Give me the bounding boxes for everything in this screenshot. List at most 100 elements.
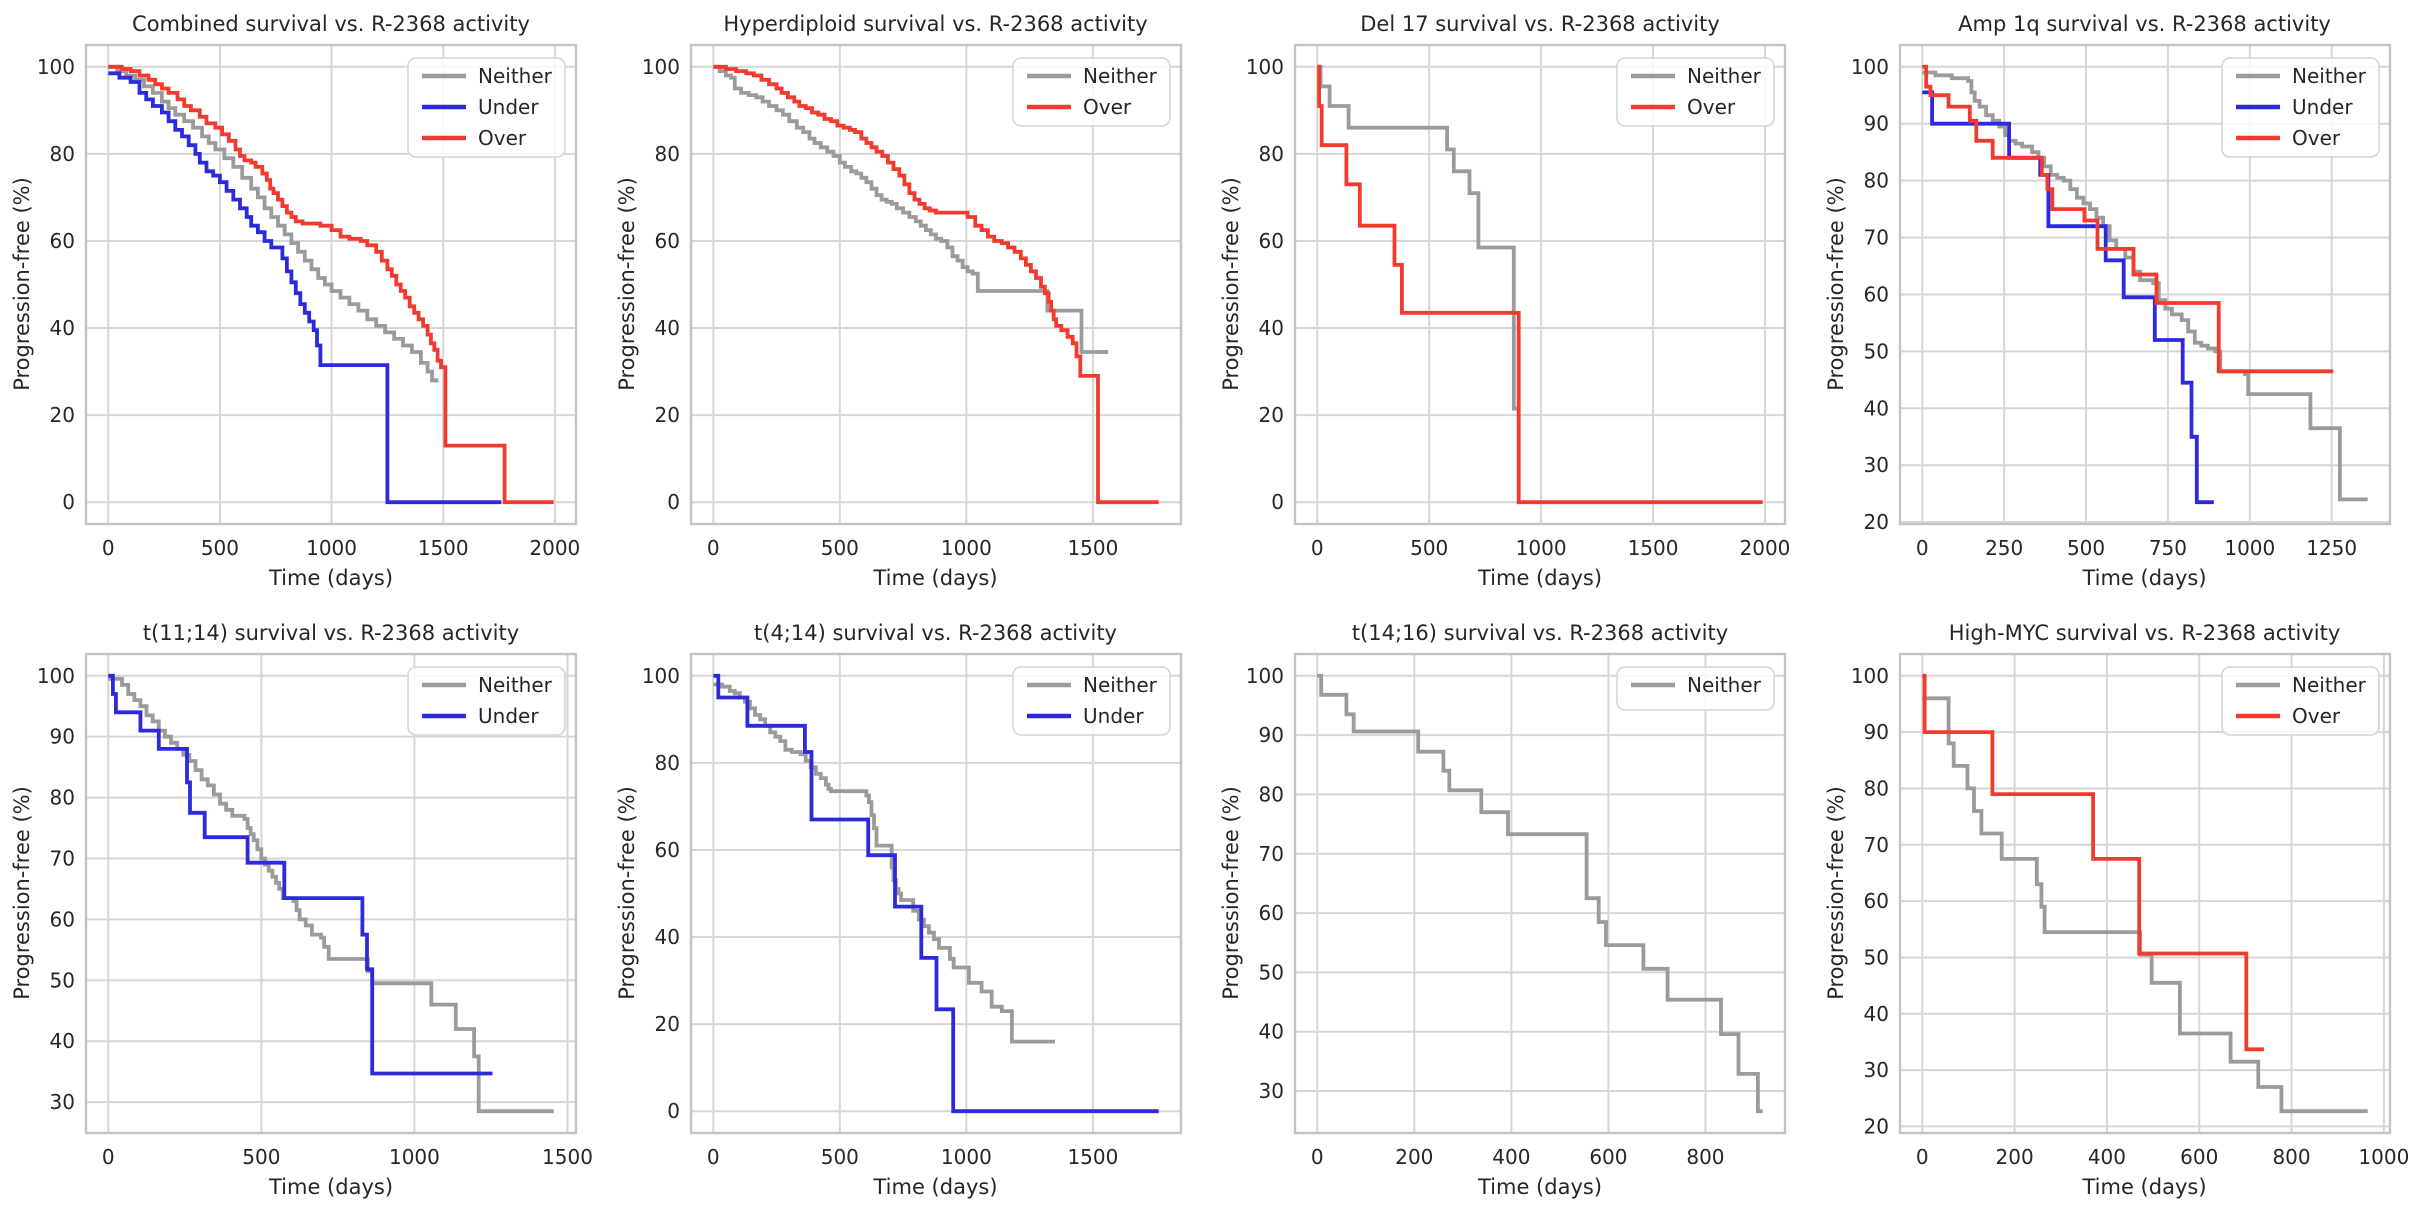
axes-frame: [1293, 43, 1787, 526]
y-tick-label: 90: [1259, 723, 1284, 747]
y-tick-label: 70: [1863, 833, 1888, 857]
series-line-neither: [1921, 70, 2368, 502]
x-tick-label: 600: [2180, 1145, 2218, 1169]
x-tick-label: 0: [1311, 1145, 1324, 1169]
y-tick-label: 20: [50, 403, 75, 427]
y-tick-label: 50: [50, 968, 75, 992]
chart-title: Del 17 survival vs. R-2368 activity: [1360, 12, 1720, 36]
x-tick-label: 500: [2066, 536, 2104, 560]
subplot-amp1q: Amp 1q survival vs. R-2368 activity Prog…: [1814, 0, 2418, 609]
x-tick-label: 2000: [1740, 536, 1791, 560]
y-tick-label: 50: [1863, 945, 1888, 969]
x-tick-label: 500: [1410, 536, 1448, 560]
x-tick-label: 1000: [2224, 536, 2275, 560]
x-tick-label: 1500: [1628, 536, 1679, 560]
series-line-under: [712, 673, 1159, 1114]
x-axis-label: Time (days): [268, 1175, 394, 1199]
x-axis-label: Time (days): [1477, 566, 1603, 590]
plot-area: 0 500 1000 1500 2000 0 20 40 60 80 100 Neither Under…: [37, 43, 580, 560]
series-line-under: [108, 673, 493, 1076]
y-tick-label: 20: [1259, 403, 1284, 427]
y-tick-label: 70: [1259, 842, 1284, 866]
x-tick-label: 0: [706, 536, 719, 560]
y-tick-label: 60: [50, 907, 75, 931]
y-tick-label: 40: [1259, 1020, 1284, 1044]
subplot-hyperdiploid: Hyperdiploid survival vs. R-2368 activit…: [605, 0, 1210, 609]
x-tick-label: 500: [820, 1145, 858, 1169]
x-tick-label: 600: [1589, 1145, 1627, 1169]
x-tick-label: 1250: [2306, 536, 2357, 560]
axes-frame: [1898, 652, 2391, 1135]
y-tick-label: 30: [1259, 1079, 1284, 1103]
series-line-under: [1921, 90, 2214, 505]
x-tick-label: 500: [242, 1145, 280, 1169]
x-tick-label: 250: [1985, 536, 2023, 560]
legend-label-under: Under: [2292, 95, 2353, 119]
y-tick-label: 0: [667, 490, 680, 514]
y-tick-label: 80: [654, 751, 679, 775]
x-tick-label: 0: [102, 536, 115, 560]
y-tick-label: 90: [1863, 720, 1888, 744]
chart-title: Amp 1q survival vs. R-2368 activity: [1958, 12, 2331, 36]
chart-title: Combined survival vs. R-2368 activity: [132, 12, 530, 36]
plot-area: 0 500 1000 1500 0 20 40 60 80 100 Neither Over: [641, 43, 1182, 560]
series-line-neither: [1317, 64, 1517, 411]
axes-frame: [1898, 43, 2391, 526]
y-tick-label: 100: [641, 55, 679, 79]
legend-label-neither: Neither: [2292, 64, 2367, 88]
y-tick-label: 40: [654, 925, 679, 949]
legend-label-under: Under: [1083, 704, 1144, 728]
axes-frame: [84, 43, 578, 526]
x-tick-label: 400: [2087, 1145, 2125, 1169]
y-tick-label: 100: [1850, 664, 1888, 688]
x-axis-label: Time (days): [873, 1175, 998, 1199]
y-tick-label: 60: [654, 838, 679, 862]
subplot-combined: Combined survival vs. R-2368 activity Pr…: [0, 0, 605, 609]
series-line-neither: [712, 64, 1108, 354]
x-tick-label: 1000: [389, 1145, 440, 1169]
y-tick-label: 100: [1246, 55, 1284, 79]
x-tick-label: 1500: [418, 536, 469, 560]
chart-title: Hyperdiploid survival vs. R-2368 activit…: [723, 12, 1148, 36]
y-tick-label: 30: [1863, 453, 1888, 477]
y-tick-label: 80: [654, 142, 679, 166]
series-line-neither: [1317, 673, 1763, 1114]
legend-label-over: Over: [478, 126, 527, 150]
x-tick-label: 750: [2148, 536, 2186, 560]
x-axis-label: Time (days): [2082, 566, 2207, 590]
y-tick-label: 0: [62, 490, 75, 514]
y-tick-label: 80: [50, 142, 75, 166]
legend-label-over: Over: [2292, 126, 2341, 150]
chart-title: t(11;14) survival vs. R-2368 activity: [142, 621, 520, 645]
plot-area: 0 250 500 750 1000 1250 20 30 40 50 60 70 80 90 100 Nei…: [1850, 43, 2391, 560]
plot-area: 0 500 1000 1500 30 40 50 60 70 80 90 100 Neither Unde…: [37, 652, 593, 1169]
legend-box: [1616, 666, 1775, 711]
legend-label-neither: Neither: [478, 64, 553, 88]
subplot-high-myc: High-MYC survival vs. R-2368 activity Pr…: [1814, 609, 2418, 1218]
x-tick-label: 200: [1395, 1145, 1433, 1169]
legend-label-over: Over: [1687, 95, 1736, 119]
series-line-neither: [108, 676, 554, 1114]
x-axis-label: Time (days): [268, 566, 394, 590]
y-tick-label: 70: [1863, 226, 1888, 250]
y-tick-label: 60: [654, 229, 679, 253]
y-tick-label: 100: [37, 664, 75, 688]
x-tick-label: 400: [1492, 1145, 1530, 1169]
y-tick-label: 60: [1259, 901, 1284, 925]
x-tick-label: 1000: [2358, 1145, 2409, 1169]
x-tick-label: 1000: [940, 1145, 991, 1169]
y-tick-label: 90: [50, 725, 75, 749]
x-tick-label: 0: [1311, 536, 1324, 560]
subplot-del17: Del 17 survival vs. R-2368 activity Prog…: [1209, 0, 1814, 609]
series-line-neither: [108, 64, 439, 383]
x-tick-label: 1500: [1067, 536, 1118, 560]
y-tick-label: 20: [654, 403, 679, 427]
series-line-over: [1921, 64, 2333, 374]
y-tick-label: 60: [50, 229, 75, 253]
x-tick-label: 0: [706, 1145, 719, 1169]
y-tick-label: 40: [1863, 396, 1888, 420]
y-tick-label: 40: [50, 1029, 75, 1053]
legend-label-over: Over: [1083, 95, 1132, 119]
y-tick-label: 50: [1863, 339, 1888, 363]
